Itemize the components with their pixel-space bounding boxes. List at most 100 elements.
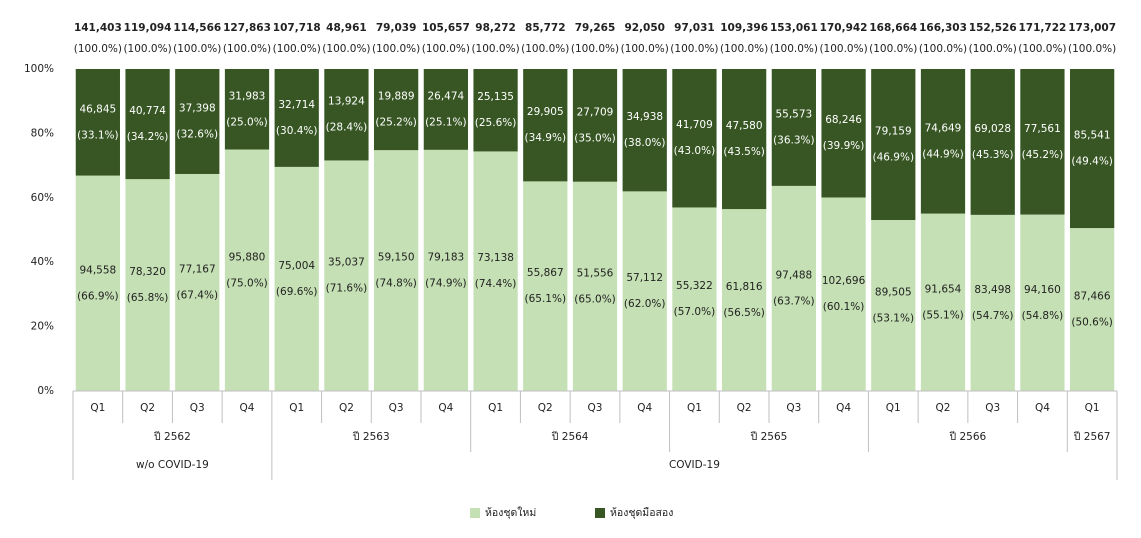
total-percent-label: (100.0%)	[471, 43, 519, 55]
total-label: 79,265	[575, 22, 616, 34]
total-label: 92,050	[624, 22, 665, 34]
x-tick-label: Q4	[240, 402, 255, 414]
total-label: 141,403	[74, 22, 122, 34]
count-label: 51,556	[577, 267, 614, 279]
total-percent-label: (100.0%)	[919, 43, 967, 55]
bar-segment	[622, 191, 667, 391]
group-label: COVID-19	[669, 459, 720, 471]
count-label: 69,028	[974, 123, 1011, 135]
count-label: 75,004	[278, 260, 315, 272]
y-tick-label: 100%	[24, 63, 54, 75]
total-percent-label: (100.0%)	[123, 43, 171, 55]
value-label: (60.1%)	[823, 301, 865, 313]
value-label: (50.6%)	[1071, 317, 1113, 329]
y-tick-label: 40%	[31, 256, 54, 268]
total-percent-label: (100.0%)	[1068, 43, 1116, 55]
count-label: 41,709	[676, 119, 713, 131]
x-tick-label: Q1	[687, 402, 702, 414]
bar-segment	[175, 69, 220, 174]
count-label: 29,905	[527, 106, 564, 118]
bar-segment	[821, 197, 866, 391]
count-label: 79,159	[875, 126, 912, 138]
count-label: 35,037	[328, 257, 365, 269]
value-label: (34.2%)	[127, 131, 169, 143]
value-label: (54.7%)	[972, 310, 1014, 322]
bar-segment	[473, 151, 518, 391]
legend-swatch	[470, 508, 480, 518]
count-label: 32,714	[278, 99, 315, 111]
value-label: (45.2%)	[1022, 149, 1064, 161]
total-label: 85,772	[525, 22, 566, 34]
bar-segment	[75, 175, 120, 391]
bar-segment	[125, 179, 170, 391]
x-tick-label: Q1	[289, 402, 304, 414]
total-label: 168,664	[869, 22, 917, 34]
value-label: (46.9%)	[873, 152, 915, 164]
total-percent-label: (100.0%)	[770, 43, 818, 55]
x-tick-label: Q2	[538, 402, 553, 414]
y-tick-label: 0%	[37, 385, 54, 397]
bar-segment	[970, 214, 1015, 391]
total-percent-label: (100.0%)	[521, 43, 569, 55]
count-label: 74,649	[925, 122, 962, 134]
value-label: (65.8%)	[127, 292, 169, 304]
value-label: (45.3%)	[972, 149, 1014, 161]
total-percent-label: (100.0%)	[422, 43, 470, 55]
total-percent-label: (100.0%)	[969, 43, 1017, 55]
bar-segment	[374, 69, 419, 151]
x-tick-label: Q3	[786, 402, 801, 414]
value-label: (34.9%)	[525, 132, 567, 144]
total-percent-label: (100.0%)	[74, 43, 122, 55]
total-label: 127,863	[223, 22, 271, 34]
count-label: 73,138	[477, 252, 514, 264]
bar-segment	[224, 149, 270, 391]
value-label: (62.0%)	[624, 298, 666, 310]
count-label: 97,488	[775, 269, 812, 281]
value-label: (30.4%)	[276, 125, 318, 137]
value-label: (49.4%)	[1071, 156, 1113, 168]
x-tick-label: Q3	[389, 402, 404, 414]
count-label: 77,561	[1024, 123, 1061, 135]
group-label: w/o COVID-19	[136, 459, 209, 471]
value-label: (28.4%)	[326, 122, 368, 134]
total-percent-label: (100.0%)	[571, 43, 619, 55]
total-percent-label: (100.0%)	[819, 43, 867, 55]
bar-segment	[1070, 228, 1115, 391]
value-label: (66.9%)	[77, 290, 119, 302]
total-label: 98,272	[475, 22, 516, 34]
bar-segment	[324, 69, 369, 161]
bar-segment	[1020, 214, 1065, 391]
value-label: (25.2%)	[375, 117, 417, 129]
total-label: 79,039	[376, 22, 417, 34]
x-tick-label: Q4	[836, 402, 851, 414]
count-label: 55,573	[775, 108, 812, 120]
bar-segment	[771, 185, 816, 391]
value-label: (74.4%)	[475, 278, 517, 290]
count-label: 102,696	[822, 275, 866, 287]
year-label: ปี 2562	[154, 430, 191, 443]
value-label: (36.3%)	[773, 134, 815, 146]
total-label: 114,566	[173, 22, 221, 34]
x-tick-label: Q1	[488, 402, 503, 414]
count-label: 68,246	[825, 114, 862, 126]
value-label: (33.1%)	[77, 129, 119, 141]
x-tick-label: Q2	[737, 402, 752, 414]
count-label: 55,867	[527, 267, 564, 279]
count-label: 91,654	[925, 283, 962, 295]
count-label: 47,580	[726, 120, 763, 132]
bar-segment	[821, 69, 866, 198]
value-label: (44.9%)	[922, 148, 964, 160]
count-label: 40,774	[129, 105, 166, 117]
bar-segment	[224, 69, 270, 150]
bar-segment	[374, 150, 419, 391]
count-label: 77,167	[179, 263, 216, 275]
value-label: (25.6%)	[475, 117, 517, 129]
x-tick-label: Q4	[438, 402, 453, 414]
x-tick-label: Q2	[140, 402, 155, 414]
bar-segment	[125, 69, 170, 180]
y-tick-label: 60%	[31, 192, 54, 204]
total-label: 171,722	[1019, 22, 1067, 34]
value-label: (74.8%)	[375, 278, 417, 290]
value-label: (71.6%)	[326, 283, 368, 295]
